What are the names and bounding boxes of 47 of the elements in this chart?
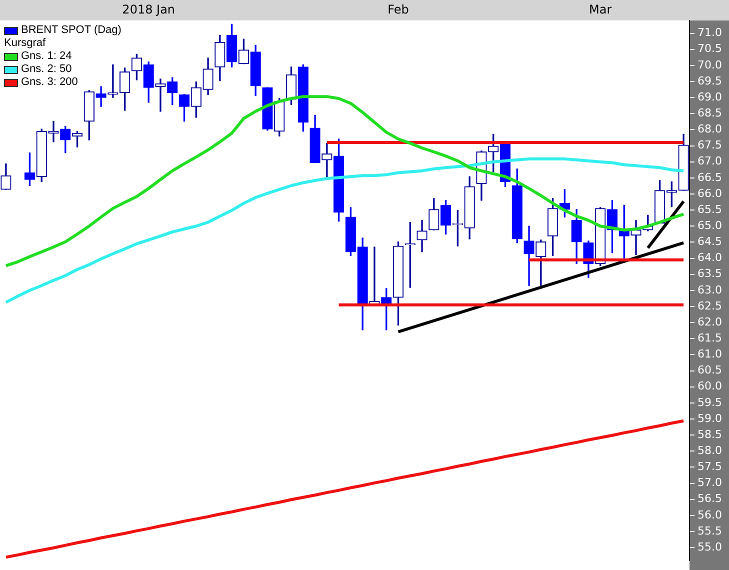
legend-label: Gns. 2: 50 xyxy=(21,63,72,76)
y-tick-label: 63.5 xyxy=(698,267,722,280)
y-tick-label: 58.5 xyxy=(698,428,722,441)
candlestick xyxy=(369,246,380,305)
x-tick-label: Feb xyxy=(388,2,409,16)
legend-title: Kursgraf xyxy=(4,37,46,50)
x-tick-label: Mar xyxy=(589,2,612,16)
y-tick-label: 66.0 xyxy=(698,186,722,200)
y-tick-label: 57.5 xyxy=(698,460,722,474)
y-tick-label: 64.5 xyxy=(698,235,722,248)
y-tick-label: 65.5 xyxy=(698,202,722,216)
y-tick-label: 61.5 xyxy=(698,331,722,344)
legend-label: Gns. 3: 200 xyxy=(21,76,78,89)
y-tick-label: 64.0 xyxy=(698,251,722,264)
y-tick-label: 62.5 xyxy=(698,299,722,312)
y-tick-label: 55.5 xyxy=(698,524,722,538)
y-tick-label: 70.0 xyxy=(698,58,722,72)
y-tick-label: 59.0 xyxy=(698,412,722,425)
y-tick-label: 57.0 xyxy=(698,476,722,490)
y-tick-label: 66.5 xyxy=(698,170,722,184)
candlestick xyxy=(322,142,332,178)
y-tick-label: 60.5 xyxy=(698,364,722,377)
x-tick-label: 2018 Jan xyxy=(122,2,176,16)
y-tick-label: 70.5 xyxy=(698,42,722,56)
y-tick-label: 56.0 xyxy=(698,508,722,522)
y-tick-label: 60.0 xyxy=(698,380,722,393)
y-tick-label: 63.0 xyxy=(698,283,722,296)
y-tick-label: 67.0 xyxy=(698,154,722,168)
candlestick xyxy=(155,78,166,112)
candlestick xyxy=(96,86,106,107)
y-tick-label: 71.0 xyxy=(698,26,722,40)
y-tick-label: 61.0 xyxy=(698,348,722,361)
y-tick-label: 67.5 xyxy=(698,138,722,152)
candlestick xyxy=(524,226,534,286)
y-tick-label: 55.0 xyxy=(698,540,722,554)
y-tick-label: 69.0 xyxy=(698,90,722,104)
y-tick-label: 68.0 xyxy=(698,122,722,136)
y-tick-label: 58.0 xyxy=(698,444,722,457)
y-tick-label: 59.5 xyxy=(698,396,722,409)
candlestick xyxy=(630,220,642,256)
legend-label: Gns. 1: 24 xyxy=(21,50,72,63)
y-tick-label: 68.5 xyxy=(698,106,722,120)
y-tick-label: 56.5 xyxy=(698,492,722,506)
y-tick-label: 69.5 xyxy=(698,74,722,88)
y-tick-label: 65.0 xyxy=(698,218,722,232)
y-tick-label: 62.0 xyxy=(698,315,722,328)
legend-label: BRENT SPOT (Dag) xyxy=(21,24,122,37)
